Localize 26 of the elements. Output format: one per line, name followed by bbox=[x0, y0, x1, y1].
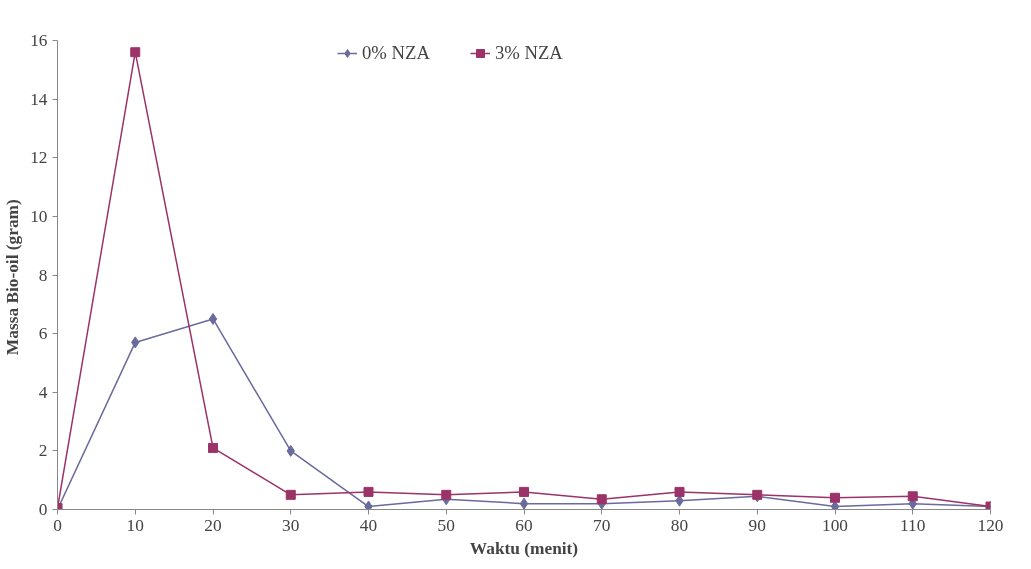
y-tick-label: 0 bbox=[38, 500, 48, 519]
x-tick-label: 40 bbox=[359, 515, 378, 535]
x-tick-label: 110 bbox=[900, 515, 926, 535]
x-tick-label: 30 bbox=[282, 515, 300, 535]
x-tick-label: 120 bbox=[977, 515, 1004, 535]
y-tick-label: 8 bbox=[38, 265, 48, 285]
x-tick-label: 20 bbox=[204, 515, 222, 535]
y-tick-label: 2 bbox=[38, 441, 48, 461]
y-tick-label: 4 bbox=[38, 382, 48, 402]
x-axis-title: Waktu (menit) bbox=[469, 538, 579, 558]
y-axis-title: Massa Bio-oil (gram) bbox=[3, 198, 23, 356]
x-tick-label: 70 bbox=[593, 515, 611, 535]
y-tick-label: 12 bbox=[30, 148, 48, 168]
x-tick-label: 50 bbox=[437, 515, 455, 535]
x-tick-label: 60 bbox=[515, 515, 533, 535]
y-tick-label: 14 bbox=[30, 89, 48, 109]
x-tick-label: 90 bbox=[748, 515, 766, 535]
x-tick-label: 10 bbox=[126, 515, 144, 535]
x-tick-label: 0 bbox=[53, 515, 62, 535]
y-tick-label: 6 bbox=[38, 324, 48, 344]
legend-label: 3% NZA bbox=[494, 42, 563, 64]
legend-label: 0% NZA bbox=[362, 42, 430, 64]
x-tick-label: 100 bbox=[822, 515, 848, 535]
y-tick-label: 16 bbox=[30, 31, 48, 50]
x-tick-label: 80 bbox=[670, 515, 689, 535]
y-tick-label: 10 bbox=[30, 206, 48, 226]
